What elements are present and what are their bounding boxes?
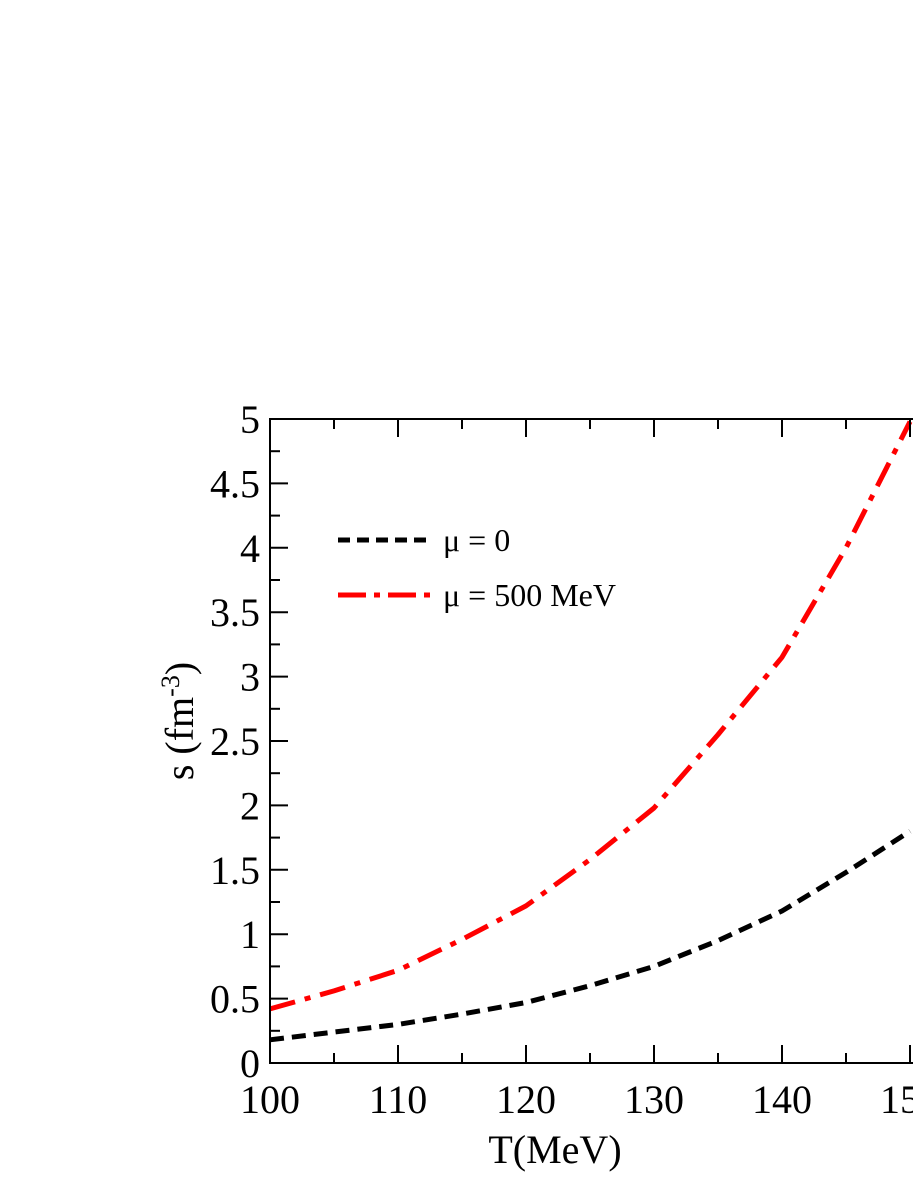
y-tick-label-1: 0.5	[210, 977, 260, 1022]
legend-label-1: μ = 500 MeV	[443, 577, 616, 613]
x-tick-label-4: 140	[752, 1077, 812, 1122]
y-tick-label-0: 0	[240, 1041, 260, 1086]
y-tick-label-6: 3	[240, 655, 260, 700]
y-axis-title: s (fm-3)	[156, 662, 202, 780]
x-tick-label-3: 130	[624, 1077, 684, 1122]
ticks-layer	[269, 418, 911, 1064]
labels-layer: 100 110 120 130 140 1500.511.522.533.544.55T(…	[156, 397, 913, 1172]
series-line-1	[269, 420, 913, 1012]
x-axis-title: T(MeV)	[488, 1127, 621, 1172]
x-tick-label-2: 120	[496, 1077, 556, 1122]
series-line-0	[269, 829, 912, 1043]
y-tick-label-7: 3.5	[210, 590, 260, 635]
series-layer	[269, 420, 913, 1043]
x-tick-label-0: 100	[240, 1077, 300, 1122]
y-tick-label-3: 1.5	[210, 848, 260, 893]
y-tick-label-5: 2.5	[210, 719, 260, 764]
y-tick-label-8: 4	[240, 526, 260, 571]
y-tick-label-10: 5	[240, 397, 260, 442]
x-tick-label-partial: 15	[880, 1077, 913, 1122]
y-tick-label-9: 4.5	[210, 461, 260, 506]
x-tick-label-1: 110	[369, 1077, 428, 1122]
y-tick-label-4: 2	[240, 783, 260, 828]
legend-label-0: μ = 0	[443, 522, 510, 558]
plot-frame	[269, 418, 913, 1064]
legend: μ = 0 μ = 500 MeV	[338, 522, 616, 613]
axes-layer	[269, 418, 913, 1064]
y-tick-label-2: 1	[240, 912, 260, 957]
